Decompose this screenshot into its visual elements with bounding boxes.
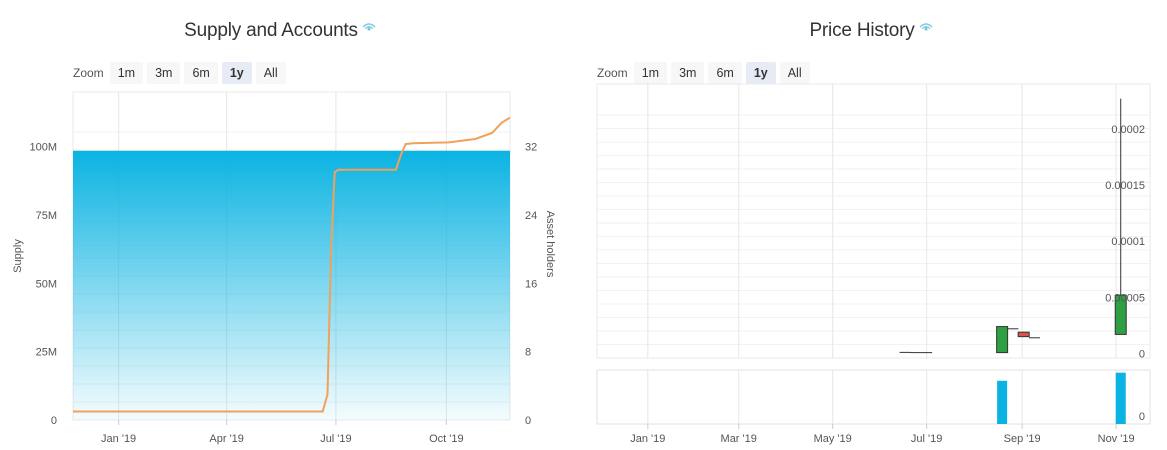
price-zoom-bar: Zoom 1m 3m 6m 1y All xyxy=(597,62,814,84)
zoom-all-button[interactable]: All xyxy=(779,62,810,84)
x-tick-label: Jul '19 xyxy=(911,433,942,445)
x-tick-label: Sep '19 xyxy=(1004,433,1041,445)
supply-chart[interactable]: 0 25M 50M 75M 100M 0 8 16 24 32 Jan '19 Apr '19 Jul … xyxy=(0,0,560,450)
zoom-6m-button[interactable]: 6m xyxy=(708,62,742,84)
candle-body xyxy=(1114,294,1127,335)
zoom-all-button[interactable]: All xyxy=(255,62,286,84)
zoom-1m-button[interactable]: 1m xyxy=(633,62,668,84)
price-chart[interactable]: 0 0.00005 0.0001 0.00015 0.0002 0 Jan '19 Mar '… xyxy=(575,0,1167,450)
y2-tick-label: 16 xyxy=(525,278,537,290)
x-tick-label: Oct '19 xyxy=(429,433,464,445)
y-tick-label: 25M xyxy=(36,347,57,359)
price-chart-title-text: Price History xyxy=(809,20,915,41)
x-tick-label: Jan '19 xyxy=(101,433,136,445)
x-tick-label: May '19 xyxy=(814,433,852,445)
supply-accounts-panel: Supply and Accounts Zoom 1m 3m 6m 1y All… xyxy=(0,0,560,450)
y-tick-label: 50M xyxy=(36,278,57,290)
y-tick-label: 75M xyxy=(36,210,57,222)
y-tick-label: 0.0001 xyxy=(1111,236,1145,248)
eye-icon[interactable] xyxy=(919,16,933,38)
y-tick-label: 0.0002 xyxy=(1111,124,1145,136)
supply-area xyxy=(73,150,510,420)
supply-zoom-bar: Zoom 1m 3m 6m 1y All xyxy=(73,62,290,84)
y-tick-label: 100M xyxy=(29,142,57,154)
volume-bar xyxy=(997,380,1008,424)
x-tick-label: Jul '19 xyxy=(320,433,351,445)
zoom-label: Zoom xyxy=(73,66,104,80)
y2-tick-label: 8 xyxy=(525,347,531,359)
zoom-1y-button[interactable]: 1y xyxy=(745,62,776,84)
x-tick-label: Apr '19 xyxy=(209,433,244,445)
zoom-label: Zoom xyxy=(597,66,628,80)
candle-body xyxy=(1017,331,1030,338)
volume-tick-label: 0 xyxy=(1139,411,1145,423)
x-tick-label: Jan '19 xyxy=(630,433,665,445)
x-tick-label: Mar '19 xyxy=(721,433,757,445)
volume-plot-area xyxy=(596,369,1151,425)
volume-bar xyxy=(1115,372,1126,424)
x-tick-label: Nov '19 xyxy=(1098,433,1135,445)
y-tick-label: 0.00005 xyxy=(1105,292,1145,304)
zoom-6m-button[interactable]: 6m xyxy=(184,62,218,84)
zoom-3m-button[interactable]: 3m xyxy=(147,62,181,84)
price-history-panel: Price History Zoom 1m 3m 6m 1y All 0 0.00… xyxy=(575,0,1167,450)
y2-tick-label: 32 xyxy=(525,142,537,154)
y-tick-label: 0 xyxy=(51,415,57,427)
candle-body xyxy=(996,326,1009,354)
y2-tick-label: 24 xyxy=(525,210,537,222)
supply-chart-title-text: Supply and Accounts xyxy=(184,20,358,41)
y2-tick-label: 0 xyxy=(525,415,531,427)
y-axis-title: Supply xyxy=(12,239,24,273)
price-plot-area xyxy=(596,83,1151,359)
price-chart-title: Price History xyxy=(575,20,1167,42)
zoom-1y-button[interactable]: 1y xyxy=(221,62,252,84)
zoom-1m-button[interactable]: 1m xyxy=(109,62,144,84)
supply-chart-title: Supply and Accounts xyxy=(0,20,560,42)
holders-line xyxy=(73,116,511,413)
eye-icon[interactable] xyxy=(362,16,376,38)
y-tick-label: 0.00015 xyxy=(1105,180,1145,192)
y-tick-label: 0 xyxy=(1139,349,1145,361)
y2-axis-title: Asset holders xyxy=(544,211,556,278)
zoom-3m-button[interactable]: 3m xyxy=(671,62,705,84)
